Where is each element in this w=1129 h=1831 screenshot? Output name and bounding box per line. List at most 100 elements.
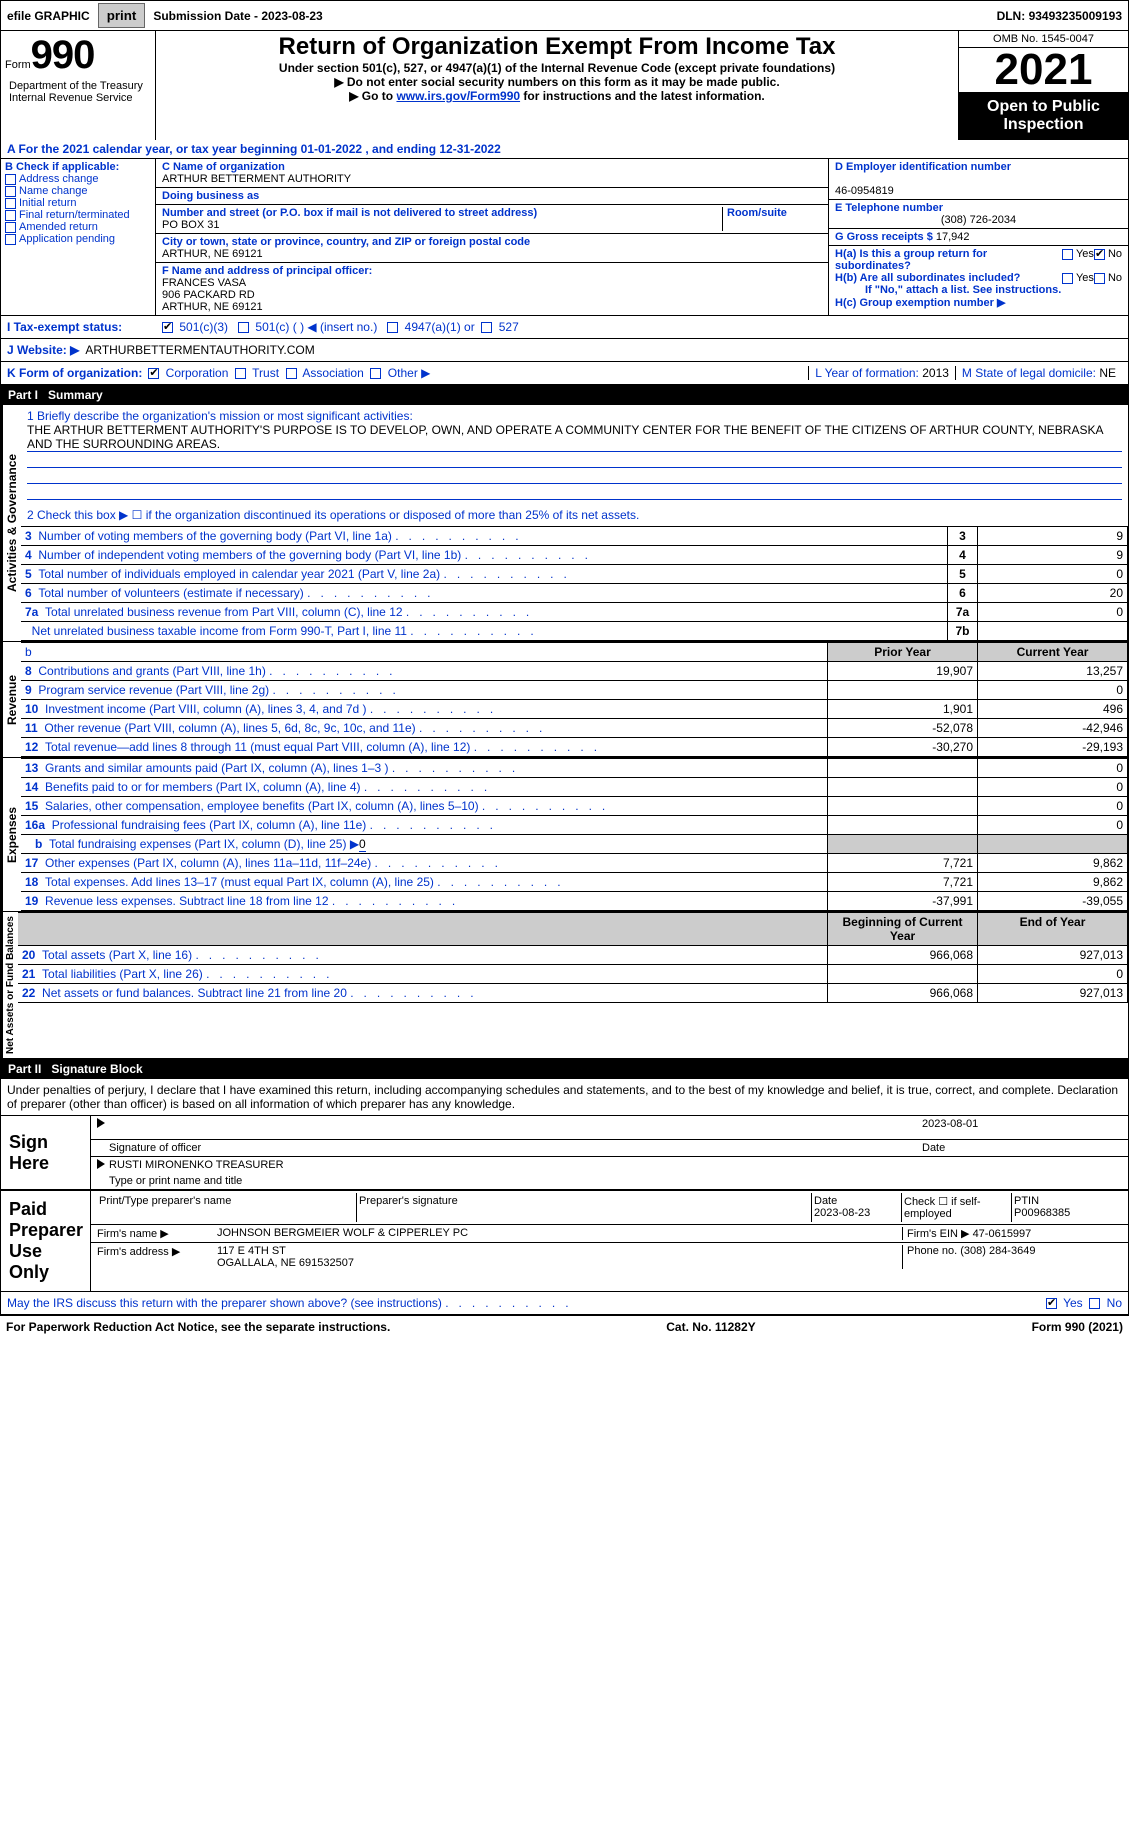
checkbox-column: B Check if applicable: Address change Na… bbox=[1, 159, 156, 315]
dept-label: Department of the Treasury Internal Reve… bbox=[5, 78, 151, 106]
korg-corp[interactable]: Corporation bbox=[148, 366, 228, 380]
org-city: ARTHUR, NE 69121 bbox=[162, 248, 263, 260]
mission-block: 1 Briefly describe the organization's mi… bbox=[21, 405, 1128, 504]
irs-link[interactable]: www.irs.gov/Form990 bbox=[396, 89, 520, 103]
calendar-year-line: A For the 2021 calendar year, or tax yea… bbox=[0, 140, 1129, 159]
cat-no: Cat. No. 11282Y bbox=[666, 1320, 755, 1334]
title-block: Return of Organization Exempt From Incom… bbox=[156, 31, 958, 140]
efile-label: efile GRAPHIC bbox=[1, 5, 96, 27]
table-row: 14 Benefits paid to or for members (Part… bbox=[21, 778, 1128, 797]
table-row: 22 Net assets or fund balances. Subtract… bbox=[18, 984, 1128, 1003]
korg-assoc[interactable]: Association bbox=[286, 366, 364, 380]
cb-app-pending[interactable]: Application pending bbox=[5, 233, 151, 245]
subtitle-3: ▶ Go to www.irs.gov/Form990 for instruct… bbox=[162, 89, 952, 103]
status-501c3[interactable]: 501(c)(3) bbox=[162, 320, 228, 334]
firm-addr2: OGALLALA, NE 691532507 bbox=[217, 1257, 354, 1269]
vlabel-governance: Activities & Governance bbox=[1, 405, 21, 641]
firm-name: JOHNSON BERGMEIER WOLF & CIPPERLEY PC bbox=[217, 1227, 902, 1240]
begin-year-header: Beginning of Current Year bbox=[828, 913, 978, 946]
preparer-date: 2023-08-23 bbox=[814, 1207, 870, 1219]
table-row: 20 Total assets (Part X, line 16)966,068… bbox=[18, 946, 1128, 965]
table-row: 19 Revenue less expenses. Subtract line … bbox=[21, 892, 1128, 911]
table-row: 12 Total revenue—add lines 8 through 11 … bbox=[21, 738, 1128, 757]
state-domicile: NE bbox=[1099, 366, 1116, 380]
korg-other[interactable]: Other ▶ bbox=[370, 366, 430, 380]
korg-trust[interactable]: Trust bbox=[235, 366, 279, 380]
top-bar: efile GRAPHIC print Submission Date - 20… bbox=[0, 0, 1129, 31]
mission-text: THE ARTHUR BETTERMENT AUTHORITY'S PURPOS… bbox=[27, 423, 1122, 452]
firm-addr1: 117 E 4TH ST bbox=[217, 1245, 286, 1257]
discuss-yes[interactable]: Yes bbox=[1046, 1296, 1083, 1310]
discuss-no[interactable]: No bbox=[1089, 1296, 1122, 1310]
status-4947[interactable]: 4947(a)(1) or bbox=[387, 320, 474, 334]
self-employed-check[interactable]: Check ☐ if self-employed bbox=[902, 1193, 1012, 1222]
form-of-org-row: K Form of organization: Corporation Trus… bbox=[0, 362, 1129, 385]
cb-address-change[interactable]: Address change bbox=[5, 173, 151, 185]
line-2: 2 Check this box ▶ ☐ if the organization… bbox=[21, 504, 1128, 526]
part2-header: Part II Signature Block bbox=[0, 1059, 1129, 1079]
subtitle-1: Under section 501(c), 527, or 4947(a)(1)… bbox=[162, 61, 952, 75]
ha-yes[interactable]: Yes bbox=[1062, 248, 1094, 272]
website-row: J Website: ▶ ARTHURBETTERMENTAUTHORITY.C… bbox=[0, 339, 1129, 362]
cb-final-return[interactable]: Final return/terminated bbox=[5, 209, 151, 221]
form-title: Return of Organization Exempt From Incom… bbox=[162, 33, 952, 61]
vlabel-revenue: Revenue bbox=[1, 642, 21, 757]
hb-yes[interactable]: Yes bbox=[1062, 272, 1094, 284]
year-block: OMB No. 1545-0047 2021 Open to Public In… bbox=[958, 31, 1128, 140]
entity-info: B Check if applicable: Address change Na… bbox=[0, 159, 1129, 316]
table-row: 6 Total number of volunteers (estimate i… bbox=[21, 584, 1128, 603]
paid-preparer-block: Paid Preparer Use Only Print/Type prepar… bbox=[0, 1191, 1129, 1292]
hb-no[interactable]: No bbox=[1094, 272, 1122, 284]
paid-preparer-label: Paid Preparer Use Only bbox=[1, 1191, 91, 1291]
expenses-table: 13 Grants and similar amounts paid (Part… bbox=[21, 758, 1128, 911]
officer-sign-date: 2023-08-01 bbox=[922, 1118, 1122, 1137]
form-header: Form990 Department of the Treasury Inter… bbox=[0, 31, 1129, 140]
netassets-table: Beginning of Current YearEnd of Year 20 … bbox=[18, 912, 1128, 1003]
org-address: PO BOX 31 bbox=[162, 219, 219, 231]
org-info: C Name of organizationARTHUR BETTERMENT … bbox=[156, 159, 828, 315]
part1-header: Part I Summary bbox=[0, 385, 1129, 405]
ein: 46-0954819 bbox=[835, 185, 894, 197]
table-row: 18 Total expenses. Add lines 13–17 (must… bbox=[21, 873, 1128, 892]
tax-year: 2021 bbox=[959, 48, 1128, 92]
table-row: b Total fundraising expenses (Part IX, c… bbox=[21, 835, 1128, 854]
cb-amended[interactable]: Amended return bbox=[5, 221, 151, 233]
arrow-icon bbox=[97, 1118, 105, 1128]
table-row: 7a Total unrelated business revenue from… bbox=[21, 603, 1128, 622]
subtitle-2: ▶ Do not enter social security numbers o… bbox=[162, 75, 952, 89]
pra-notice: For Paperwork Reduction Act Notice, see … bbox=[6, 1320, 390, 1334]
ha-no[interactable]: No bbox=[1094, 248, 1122, 272]
form-number-block: Form990 Department of the Treasury Inter… bbox=[1, 31, 156, 140]
table-row: 13 Grants and similar amounts paid (Part… bbox=[21, 759, 1128, 778]
sign-here-label: Sign Here bbox=[1, 1116, 91, 1189]
status-501c[interactable]: 501(c) ( ) ◀ (insert no.) bbox=[238, 320, 377, 334]
table-row: 10 Investment income (Part VIII, column … bbox=[21, 700, 1128, 719]
cb-initial-return[interactable]: Initial return bbox=[5, 197, 151, 209]
governance-table: 3 Number of voting members of the govern… bbox=[21, 526, 1128, 641]
sign-here-block: Sign Here 2023-08-01 Signature of office… bbox=[0, 1116, 1129, 1191]
ptin: P00968385 bbox=[1014, 1207, 1070, 1219]
table-row: 21 Total liabilities (Part X, line 26)0 bbox=[18, 965, 1128, 984]
tax-exempt-status: I Tax-exempt status: 501(c)(3) 501(c) ( … bbox=[0, 316, 1129, 339]
table-row: 9 Program service revenue (Part VIII, li… bbox=[21, 681, 1128, 700]
dln: DLN: 93493235009193 bbox=[991, 5, 1128, 27]
cb-name-change[interactable]: Name change bbox=[5, 185, 151, 197]
open-to-public: Open to Public Inspection bbox=[959, 92, 1128, 140]
table-row: 16a Professional fundraising fees (Part … bbox=[21, 816, 1128, 835]
discuss-row: May the IRS discuss this return with the… bbox=[0, 1292, 1129, 1315]
website-value: ARTHURBETTERMENTAUTHORITY.COM bbox=[85, 343, 314, 357]
table-row: 11 Other revenue (Part VIII, column (A),… bbox=[21, 719, 1128, 738]
preparer-phone: (308) 284-3649 bbox=[960, 1245, 1035, 1257]
submission-date: Submission Date - 2023-08-23 bbox=[147, 5, 328, 27]
table-row: 5 Total number of individuals employed i… bbox=[21, 565, 1128, 584]
table-row: 17 Other expenses (Part IX, column (A), … bbox=[21, 854, 1128, 873]
page-footer: For Paperwork Reduction Act Notice, see … bbox=[0, 1315, 1129, 1338]
gross-receipts: 17,942 bbox=[936, 231, 970, 243]
org-name: ARTHUR BETTERMENT AUTHORITY bbox=[162, 173, 351, 185]
print-button[interactable]: print bbox=[98, 3, 146, 28]
status-527[interactable]: 527 bbox=[481, 320, 518, 334]
table-row: 8 Contributions and grants (Part VIII, l… bbox=[21, 662, 1128, 681]
table-row: 15 Salaries, other compensation, employe… bbox=[21, 797, 1128, 816]
current-year-header: Current Year bbox=[978, 643, 1128, 662]
firm-ein: 47-0615997 bbox=[973, 1228, 1032, 1240]
